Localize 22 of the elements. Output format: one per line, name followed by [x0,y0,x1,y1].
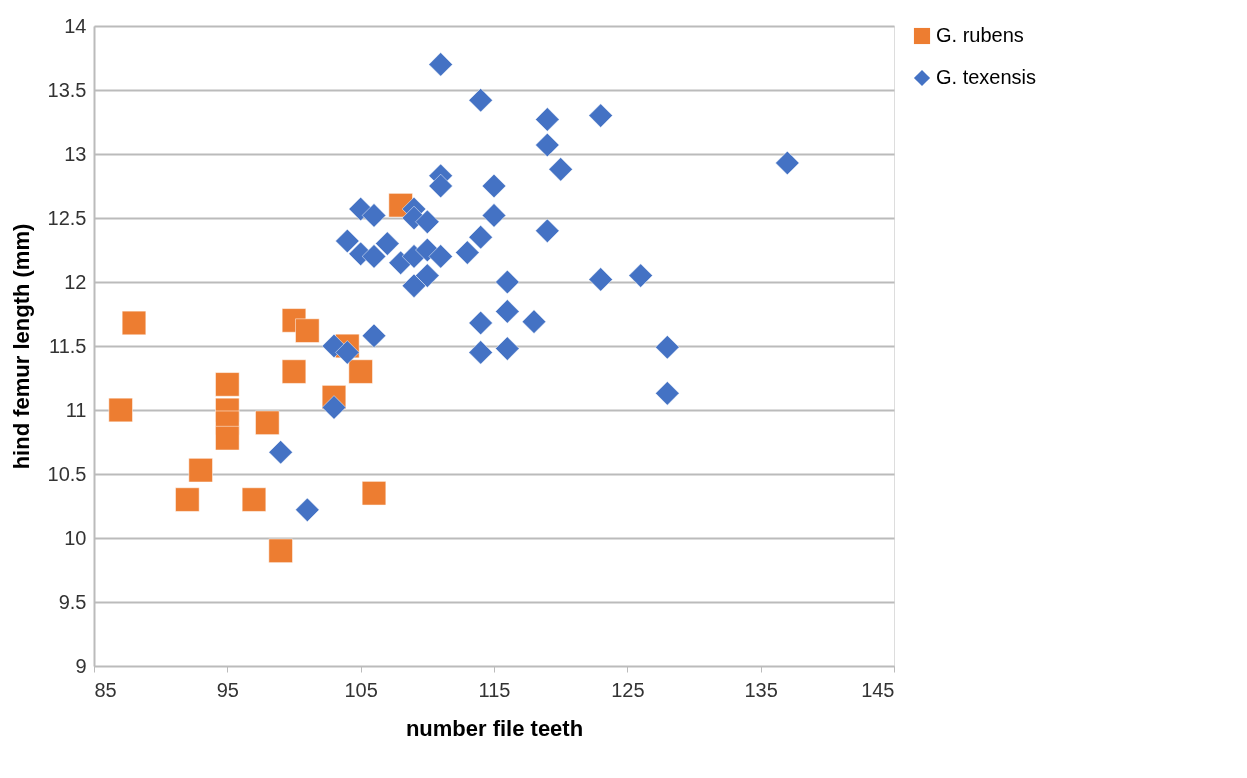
legend-label: G. texensis [936,66,1037,88]
x-axis-title: number file teeth [405,715,584,741]
y-tick-label: 9 [75,654,87,677]
x-tick-label: 85 [94,678,117,701]
y-tick-label: 9.5 [58,590,87,613]
y-tick-label: 11.5 [49,334,87,357]
y-tick-label: 10.5 [47,462,87,485]
x-tick-label: 145 [861,678,895,701]
x-tick-label: 115 [478,678,511,701]
x-tick-label: 125 [611,678,645,701]
y-tick-label: 12 [64,270,87,293]
y-tick-label: 12.5 [47,206,87,229]
y-tick-label: 11 [65,398,87,421]
y-tick-label: 13 [64,142,87,165]
y-tick-label: 14 [64,14,87,37]
y-axis-title: hind femur length (mm) [8,223,34,470]
x-tick-label: 95 [216,678,239,701]
x-tick-label: 105 [344,678,378,701]
legend-label: G. rubens [936,24,1024,46]
x-tick-label: 135 [744,678,778,701]
y-tick-label: 13.5 [47,78,87,101]
y-tick-label: 10 [64,526,87,549]
